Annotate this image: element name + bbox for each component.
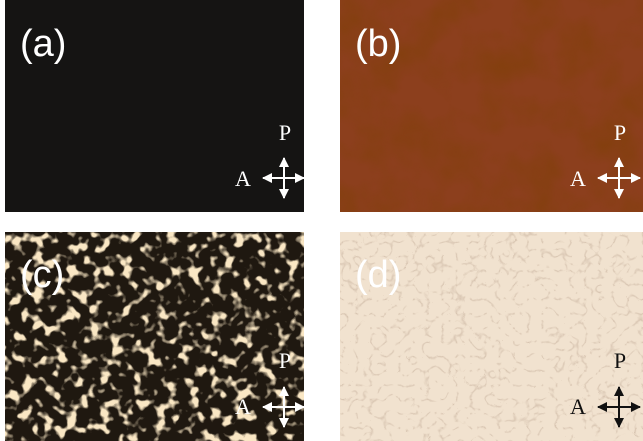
panel: (a) P A	[5, 0, 304, 212]
polarizer-label: P	[614, 348, 626, 373]
analyzer-label: A	[570, 394, 586, 419]
panel: (c) P A	[5, 232, 304, 441]
analyzer-label: A	[235, 166, 251, 191]
panel: (d) P A	[340, 232, 643, 441]
analyzer-label: A	[235, 394, 251, 419]
figure: (a) P A (b) P A (c) P A (d) P A	[0, 0, 643, 441]
panel-label: (d)	[355, 254, 401, 296]
panel: (b) P A	[340, 0, 643, 212]
polarizer-label: P	[279, 348, 291, 373]
panel-label: (b)	[355, 23, 401, 65]
panel-label: (c)	[20, 254, 64, 296]
polarizer-label: P	[614, 120, 626, 145]
analyzer-label: A	[570, 166, 586, 191]
polarizer-label: P	[279, 120, 291, 145]
panel-label: (a)	[20, 23, 66, 65]
